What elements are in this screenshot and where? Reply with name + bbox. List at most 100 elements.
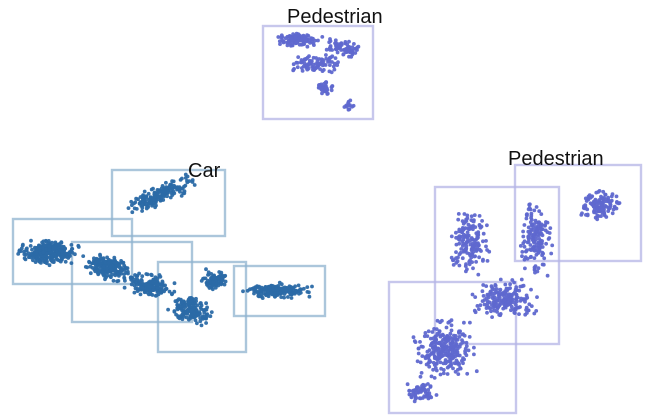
point bbox=[135, 282, 139, 287]
point bbox=[44, 247, 49, 252]
point bbox=[493, 283, 498, 287]
point bbox=[204, 312, 209, 317]
point bbox=[544, 241, 548, 246]
point bbox=[291, 286, 296, 290]
point bbox=[177, 316, 182, 321]
bounding-box[interactable] bbox=[387, 280, 518, 415]
point bbox=[170, 292, 174, 297]
point bbox=[423, 331, 428, 335]
point bbox=[199, 323, 204, 328]
point bbox=[470, 251, 474, 256]
point bbox=[484, 284, 489, 288]
point bbox=[449, 362, 453, 367]
point bbox=[257, 284, 262, 289]
point bbox=[425, 349, 430, 354]
point bbox=[412, 399, 417, 404]
point bbox=[481, 283, 486, 287]
bounding-box[interactable] bbox=[232, 264, 327, 318]
pedestrian-cluster-right[interactable]: Pedestrian bbox=[387, 148, 643, 415]
bounding-box[interactable] bbox=[110, 168, 227, 238]
point bbox=[172, 281, 177, 286]
point bbox=[436, 346, 441, 351]
point bbox=[431, 367, 435, 372]
point bbox=[529, 216, 533, 220]
bounding-box[interactable] bbox=[261, 24, 375, 121]
point bbox=[540, 250, 545, 255]
point bbox=[485, 248, 489, 252]
point bbox=[140, 196, 145, 201]
point bbox=[614, 194, 619, 199]
point bbox=[512, 310, 517, 315]
point bbox=[278, 290, 282, 295]
point bbox=[64, 254, 69, 259]
bounding-box[interactable] bbox=[156, 260, 248, 354]
point bbox=[280, 35, 285, 39]
point bbox=[470, 243, 475, 248]
point bbox=[204, 267, 208, 272]
point bbox=[434, 327, 439, 331]
pedestrian-right-boxes bbox=[387, 163, 643, 415]
point bbox=[153, 205, 158, 210]
point bbox=[438, 360, 443, 365]
point bbox=[205, 281, 210, 286]
point bbox=[519, 277, 524, 282]
point bbox=[539, 231, 544, 236]
point bbox=[296, 283, 301, 288]
point bbox=[440, 332, 445, 337]
point bbox=[164, 286, 169, 291]
point bbox=[217, 270, 222, 274]
point bbox=[524, 249, 528, 254]
point bbox=[183, 183, 188, 188]
point bbox=[328, 37, 332, 41]
point bbox=[140, 203, 145, 207]
point bbox=[521, 229, 525, 234]
point bbox=[533, 270, 537, 275]
point bbox=[211, 280, 216, 284]
point bbox=[129, 277, 134, 282]
bounding-box[interactable] bbox=[70, 240, 194, 324]
point bbox=[462, 227, 466, 232]
point bbox=[56, 252, 60, 257]
point bbox=[216, 276, 221, 280]
point bbox=[418, 396, 423, 401]
point bbox=[441, 368, 446, 372]
point bbox=[453, 340, 458, 345]
car-cluster[interactable]: Car bbox=[11, 160, 327, 354]
point bbox=[606, 199, 611, 204]
point bbox=[291, 62, 296, 67]
point bbox=[293, 289, 298, 294]
pedestrian-cluster-top[interactable]: Pedestrian bbox=[261, 6, 383, 121]
point bbox=[190, 299, 195, 303]
point bbox=[204, 316, 208, 321]
point bbox=[293, 34, 298, 39]
point bbox=[427, 391, 432, 395]
point bbox=[286, 286, 291, 290]
point bbox=[341, 48, 346, 52]
point bbox=[491, 300, 496, 304]
point bbox=[472, 352, 476, 357]
point bbox=[356, 44, 361, 49]
point bbox=[253, 286, 258, 291]
bounding-box[interactable] bbox=[513, 163, 643, 263]
point bbox=[498, 277, 503, 282]
point bbox=[518, 305, 522, 309]
point bbox=[610, 211, 615, 216]
point bbox=[47, 244, 52, 249]
point bbox=[307, 294, 312, 299]
point bbox=[520, 254, 524, 259]
point bbox=[523, 266, 527, 271]
point bbox=[199, 307, 204, 311]
point bbox=[536, 226, 541, 231]
point bbox=[289, 36, 293, 41]
point bbox=[508, 286, 512, 290]
point bbox=[349, 48, 354, 53]
point bbox=[434, 356, 439, 361]
point bbox=[286, 295, 290, 299]
point bbox=[213, 285, 218, 290]
car-boxes bbox=[11, 168, 327, 354]
point bbox=[416, 351, 421, 356]
point bbox=[148, 279, 153, 284]
point bbox=[212, 276, 217, 281]
point bbox=[430, 330, 435, 334]
bounding-box[interactable] bbox=[433, 185, 561, 346]
